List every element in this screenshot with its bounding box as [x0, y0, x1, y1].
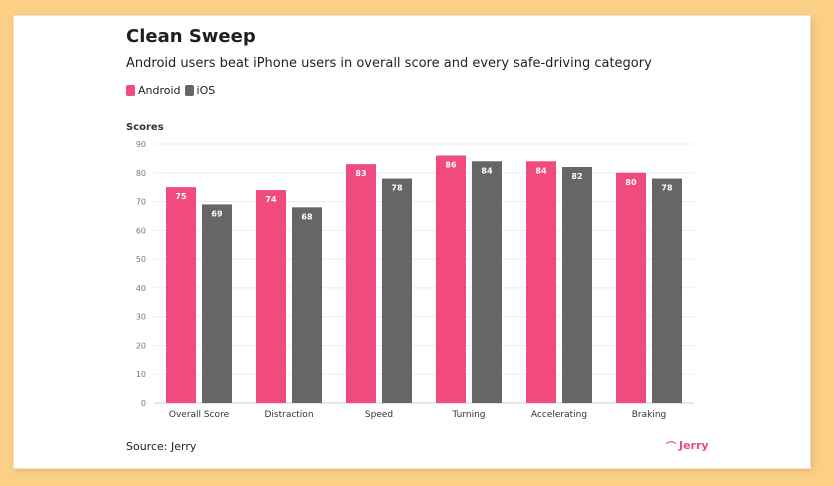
bar-android	[526, 161, 556, 403]
bar-value-label: 83	[355, 169, 366, 178]
brand-logo: ⌒ Jerry	[666, 438, 709, 453]
bar-ios	[202, 204, 232, 403]
chart-card: Clean Sweep Android users beat iPhone us…	[14, 16, 810, 468]
bar-value-label: 82	[571, 172, 582, 181]
x-tick-label: Braking	[632, 410, 667, 420]
y-tick-label: 20	[136, 341, 146, 350]
y-tick-label: 40	[136, 284, 146, 293]
y-axis-label: Scores	[126, 122, 164, 133]
brand-name: Jerry	[679, 439, 709, 452]
x-tick-label: Speed	[365, 410, 393, 420]
bar-value-label: 84	[535, 166, 547, 175]
x-tick-label: Accelerating	[531, 410, 587, 420]
bar-ios	[382, 178, 412, 403]
source-note: Source: Jerry	[126, 440, 197, 453]
bar-value-label: 86	[445, 161, 457, 170]
bar-value-label: 68	[301, 212, 313, 221]
bar-android	[166, 187, 196, 403]
bar-value-label: 69	[211, 209, 223, 218]
y-tick-label: 90	[136, 140, 146, 149]
y-tick-label: 50	[136, 255, 146, 264]
chart-title: Clean Sweep	[126, 26, 256, 47]
legend-swatch-ios	[184, 85, 194, 96]
bar-value-label: 75	[175, 192, 187, 201]
x-tick-label: Distraction	[264, 410, 313, 420]
bar-android	[346, 164, 376, 403]
bar-value-label: 78	[391, 184, 403, 193]
bar-ios	[562, 167, 592, 403]
bar-value-label: 84	[481, 166, 493, 175]
legend-label-android: Android	[138, 84, 181, 97]
jerry-logo-icon: ⌒	[666, 442, 676, 453]
bar-android	[436, 155, 466, 403]
bar-value-label: 78	[661, 184, 673, 193]
bar-ios	[652, 178, 682, 403]
legend-item-ios: iOS	[184, 84, 216, 97]
bar-ios	[292, 207, 322, 403]
bar-ios	[472, 161, 502, 403]
y-tick-label: 10	[136, 370, 146, 379]
x-tick-label: Turning	[452, 410, 486, 420]
y-tick-label: 30	[136, 313, 146, 322]
y-tick-label: 60	[136, 226, 146, 235]
bar-value-label: 74	[265, 195, 277, 204]
y-tick-label: 0	[141, 399, 146, 408]
legend-item-android: Android	[126, 84, 181, 97]
chart-subtitle: Android users beat iPhone users in overa…	[126, 56, 652, 71]
y-tick-label: 80	[136, 169, 146, 178]
bar-android	[256, 190, 286, 403]
bar-value-label: 80	[625, 178, 637, 187]
x-tick-label: Overall Score	[169, 410, 230, 420]
legend-swatch-android	[126, 85, 135, 96]
legend: Android iOS	[126, 84, 219, 97]
y-tick-label: 70	[136, 198, 146, 207]
bar-chart: 0 10 20 30 40 50 60 70 80 90 75 69 Overall Score 74 68…	[136, 140, 694, 420]
legend-label-ios: iOS	[196, 84, 216, 97]
bar-android	[616, 172, 646, 403]
